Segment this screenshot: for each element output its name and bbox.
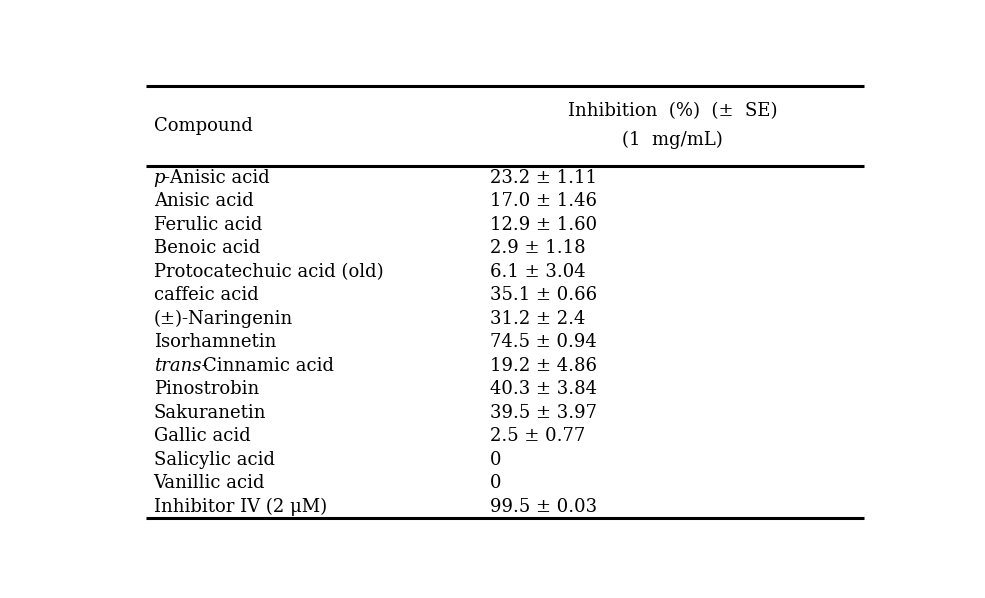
Text: caffeic acid: caffeic acid <box>154 286 258 304</box>
Text: Isorhamnetin: Isorhamnetin <box>154 333 276 351</box>
Text: Sakuranetin: Sakuranetin <box>154 404 266 422</box>
Text: Salicylic acid: Salicylic acid <box>154 451 275 469</box>
Text: Compound: Compound <box>154 117 252 135</box>
Text: Ferulic acid: Ferulic acid <box>154 216 262 234</box>
Text: trans-: trans- <box>154 357 207 375</box>
Text: 12.9 ± 1.60: 12.9 ± 1.60 <box>490 216 597 234</box>
Text: 19.2 ± 4.86: 19.2 ± 4.86 <box>490 357 597 375</box>
Text: Anisic acid: Anisic acid <box>154 193 253 210</box>
Text: 6.1 ± 3.04: 6.1 ± 3.04 <box>490 263 585 281</box>
Text: Cinnamic acid: Cinnamic acid <box>203 357 334 375</box>
Text: 39.5 ± 3.97: 39.5 ± 3.97 <box>490 404 597 422</box>
Text: 40.3 ± 3.84: 40.3 ± 3.84 <box>490 380 597 398</box>
Text: (1  mg/mL): (1 mg/mL) <box>623 131 723 150</box>
Text: 0: 0 <box>490 451 501 469</box>
Text: Pinostrobin: Pinostrobin <box>154 380 259 398</box>
Text: Benoic acid: Benoic acid <box>154 239 260 257</box>
Text: 23.2 ± 1.11: 23.2 ± 1.11 <box>490 169 597 187</box>
Text: (±)-Naringenin: (±)-Naringenin <box>154 310 293 328</box>
Text: 2.5 ± 0.77: 2.5 ± 0.77 <box>490 427 585 446</box>
Text: 74.5 ± 0.94: 74.5 ± 0.94 <box>490 333 596 351</box>
Text: 31.2 ± 2.4: 31.2 ± 2.4 <box>490 310 585 328</box>
Text: 35.1 ± 0.66: 35.1 ± 0.66 <box>490 286 597 304</box>
Text: Vanillic acid: Vanillic acid <box>154 474 265 492</box>
Text: Gallic acid: Gallic acid <box>154 427 250 446</box>
Text: 99.5 ± 0.03: 99.5 ± 0.03 <box>490 498 597 515</box>
Text: 17.0 ± 1.46: 17.0 ± 1.46 <box>490 193 597 210</box>
Text: Inhibition  (%)  (±  SE): Inhibition (%) (± SE) <box>568 102 777 120</box>
Text: 0: 0 <box>490 474 501 492</box>
Text: -Anisic acid: -Anisic acid <box>164 169 270 187</box>
Text: Protocatechuic acid (old): Protocatechuic acid (old) <box>154 263 383 281</box>
Text: 2.9 ± 1.18: 2.9 ± 1.18 <box>490 239 585 257</box>
Text: Inhibitor IV (2 μM): Inhibitor IV (2 μM) <box>154 498 327 516</box>
Text: p: p <box>154 169 165 187</box>
